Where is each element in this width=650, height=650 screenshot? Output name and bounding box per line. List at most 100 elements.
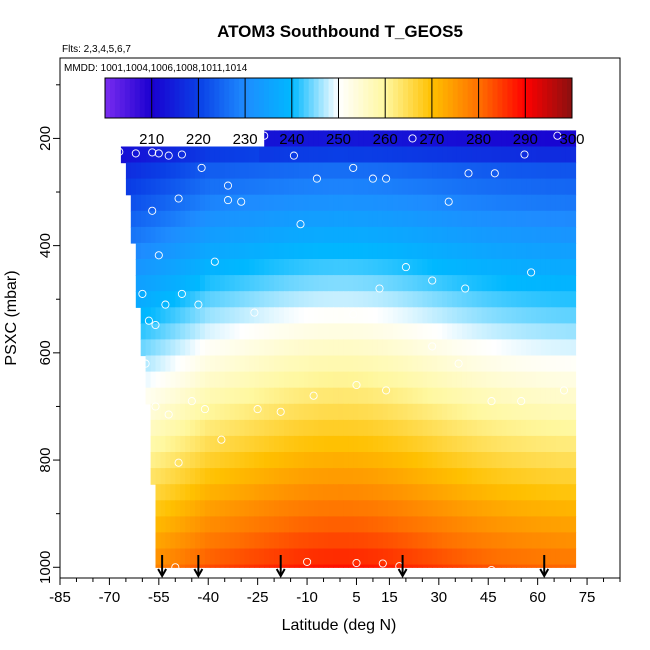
heatmap-cell	[550, 419, 557, 437]
heatmap-cell	[387, 516, 394, 534]
heatmap-cell	[456, 548, 463, 566]
heatmap-cell	[175, 307, 181, 324]
heatmap-cell	[293, 387, 300, 405]
heatmap-cell	[328, 146, 334, 164]
heatmap-cell	[545, 323, 552, 341]
heatmap-cell	[422, 307, 428, 324]
heatmap-cell	[318, 403, 325, 421]
heatmap-cell	[560, 564, 567, 568]
heatmap-cell	[565, 387, 572, 405]
heatmap-cell	[323, 419, 329, 437]
heatmap-cell	[452, 452, 458, 469]
heatmap-cell	[545, 162, 552, 180]
colorbar-segment	[144, 78, 151, 118]
heatmap-cell	[560, 307, 567, 324]
heatmap-cell	[298, 178, 305, 196]
heatmap-cell	[195, 275, 201, 292]
heatmap-cell	[343, 355, 349, 373]
heatmap-cell	[437, 468, 443, 485]
heatmap-cell	[279, 259, 285, 276]
heatmap-cell	[160, 307, 166, 324]
heatmap-cell	[269, 146, 275, 164]
heatmap-cell	[175, 194, 181, 212]
heatmap-cell	[481, 371, 488, 389]
observation-point	[309, 391, 318, 400]
heatmap-cell	[447, 323, 453, 341]
heatmap-cell	[422, 210, 428, 228]
heatmap-cell	[545, 307, 552, 324]
heatmap-cell	[269, 548, 275, 566]
heatmap-cell	[368, 146, 374, 164]
heatmap-cell	[328, 130, 334, 148]
colorbar-segment	[313, 78, 320, 118]
heatmap-cell	[353, 371, 359, 389]
heatmap-cell	[219, 226, 226, 244]
colorbar-segment	[487, 78, 493, 118]
heatmap-cell	[328, 435, 334, 453]
heatmap-cell	[239, 226, 245, 244]
heatmap-cell	[545, 435, 552, 453]
heatmap-cell	[338, 516, 344, 534]
heatmap-cell	[461, 452, 468, 469]
heatmap-cell	[308, 371, 315, 389]
heatmap-cell	[407, 162, 413, 180]
heatmap-cell	[486, 516, 493, 534]
heatmap-cell	[333, 291, 339, 308]
heatmap-cell	[363, 194, 369, 212]
heatmap-cell	[368, 275, 374, 292]
colorbar-segment	[472, 78, 479, 118]
heatmap-cell	[570, 323, 577, 341]
heatmap-cell	[565, 210, 572, 228]
heatmap-cell	[249, 500, 255, 517]
heatmap-cell	[254, 162, 260, 180]
colorbar-segment	[119, 78, 126, 118]
heatmap-cell	[432, 516, 438, 534]
heatmap-cell	[392, 403, 399, 421]
heatmap-cell	[461, 194, 468, 212]
observation-point	[382, 386, 391, 395]
heatmap-cell	[387, 403, 394, 421]
heatmap-cell	[323, 339, 329, 357]
heatmap-cell	[550, 323, 557, 341]
heatmap-cell	[214, 323, 221, 341]
heatmap-cell	[200, 532, 206, 550]
heatmap-cell	[135, 210, 142, 228]
heatmap-cell	[308, 355, 315, 373]
heatmap-cell	[229, 226, 236, 244]
heatmap-cell	[501, 452, 507, 469]
heatmap-cell	[461, 275, 468, 292]
heatmap-cell	[155, 371, 161, 389]
heatmap-cell	[526, 484, 532, 501]
heatmap-cell	[560, 242, 567, 260]
observation-point	[312, 174, 321, 183]
colorbar-tick-label: 290	[513, 131, 538, 148]
heatmap-cell	[244, 452, 250, 469]
heatmap-cell	[417, 435, 423, 453]
heatmap-cell	[372, 532, 379, 550]
heatmap-cell	[175, 259, 181, 276]
heatmap-cell	[536, 162, 542, 180]
heatmap-cell	[372, 146, 379, 164]
heatmap-cell	[303, 516, 310, 534]
heatmap-cell	[140, 194, 147, 212]
heatmap-cell	[437, 162, 443, 180]
heatmap-cell	[531, 500, 537, 517]
heatmap-cell	[526, 452, 532, 469]
heatmap-cell	[195, 484, 201, 501]
heatmap-cell	[545, 403, 552, 421]
heatmap-cell	[234, 275, 241, 292]
heatmap-cell	[570, 291, 577, 308]
heatmap-cell	[412, 242, 418, 260]
heatmap-cell	[565, 291, 572, 308]
heatmap-cell	[135, 291, 142, 308]
heatmap-cell	[526, 307, 532, 324]
heatmap-cell	[511, 548, 517, 566]
heatmap-cell	[560, 468, 567, 485]
heatmap-cell	[511, 452, 517, 469]
heatmap-cell	[368, 323, 374, 341]
heatmap-cell	[165, 162, 171, 180]
heatmap-cell	[209, 452, 216, 469]
heatmap-cell	[501, 194, 507, 212]
heatmap-cell	[303, 403, 310, 421]
heatmap-cell	[496, 130, 502, 148]
